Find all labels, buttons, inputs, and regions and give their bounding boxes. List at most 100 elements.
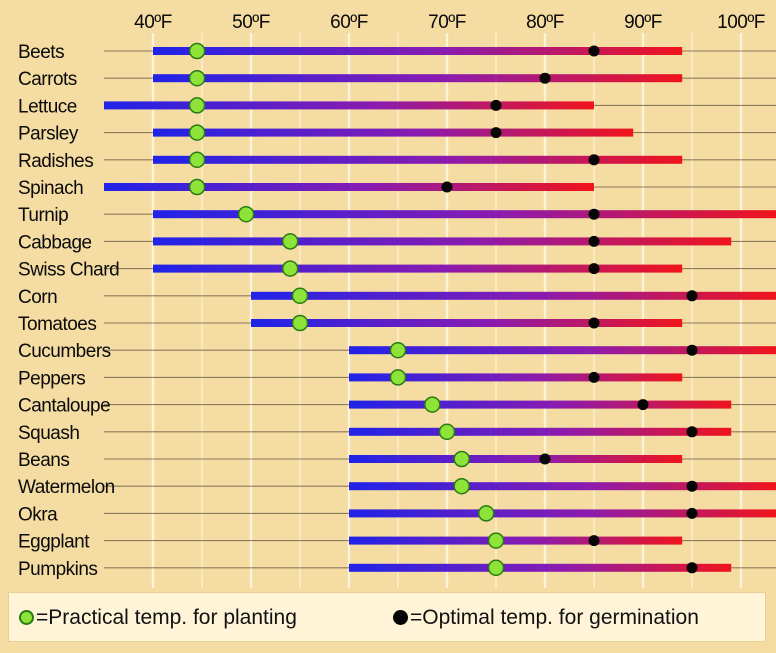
crop-row: Cantaloupe — [18, 396, 776, 417]
temperature-range-bar — [349, 373, 683, 382]
temperature-range-bar — [349, 400, 732, 409]
crop-row: Parsley — [18, 124, 776, 145]
practical-planting-marker — [237, 205, 255, 223]
temperature-range-bar — [349, 563, 732, 572]
practical-planting-marker — [477, 505, 495, 522]
practical-planting-marker — [453, 450, 470, 468]
crop-label: Squash — [18, 423, 79, 444]
x-tick-label: 50ºF — [232, 12, 270, 33]
practical-planting-marker — [438, 423, 456, 441]
practical-planting-marker — [291, 287, 309, 305]
optimal-germination-marker — [588, 371, 600, 383]
legend-optimal: =Optimal temp. for germination — [393, 606, 699, 630]
crop-label: Tomatoes — [18, 314, 96, 335]
x-tick-label: 80ºF — [526, 12, 564, 33]
optimal-germination-marker — [637, 399, 649, 411]
optimal-germination-marker — [588, 263, 600, 275]
crop-row: Radishes — [18, 151, 776, 172]
crop-row: Swiss Chard — [18, 260, 776, 281]
optimal-marker-icon — [393, 610, 408, 625]
crop-label: Turnip — [18, 205, 68, 226]
crop-label: Watermelon — [18, 477, 115, 498]
practical-planting-marker — [188, 97, 206, 114]
temperature-range-bar — [153, 74, 683, 83]
crop-label: Okra — [18, 504, 58, 525]
temperature-range-bar — [104, 183, 594, 191]
practical-planting-marker — [188, 69, 206, 87]
crop-row: Okra — [18, 504, 776, 525]
temperature-range-bar — [153, 264, 683, 273]
temperature-range-bar — [349, 455, 683, 463]
crop-row: Beans — [18, 450, 776, 471]
crop-label: Parsley — [18, 124, 79, 145]
practical-planting-marker — [188, 178, 206, 196]
crop-row: Carrots — [18, 69, 776, 90]
legend-practical: =Practical temp. for planting — [19, 606, 297, 630]
x-tick-label: 60ºF — [330, 12, 368, 33]
optimal-germination-marker — [539, 453, 551, 465]
crop-row: Tomatoes — [18, 314, 776, 335]
practical-planting-marker — [424, 396, 441, 413]
practical-planting-marker — [188, 42, 206, 60]
crop-row: Cabbage — [18, 232, 776, 253]
crop-row: Squash — [18, 423, 776, 444]
legend-optimal-label: =Optimal temp. for germination — [410, 606, 699, 629]
temperature-range-bar — [349, 346, 776, 355]
practical-planting-marker — [389, 369, 407, 386]
optimal-germination-marker — [490, 99, 502, 111]
crop-label: Spinach — [18, 178, 83, 199]
practical-marker-icon — [19, 610, 34, 625]
optimal-germination-marker — [686, 344, 698, 356]
optimal-germination-marker — [490, 127, 502, 139]
optimal-germination-marker — [686, 426, 698, 438]
crop-label: Eggplant — [18, 532, 90, 553]
temperature-range-bar — [153, 155, 683, 164]
legend-practical-label: =Practical temp. for planting — [36, 606, 297, 629]
optimal-germination-marker — [588, 45, 600, 57]
practical-planting-marker — [291, 314, 309, 332]
optimal-germination-marker — [588, 535, 600, 547]
crop-label: Corn — [18, 287, 57, 308]
temperature-range-bar — [251, 291, 776, 300]
practical-planting-marker — [389, 341, 407, 359]
crop-label: Radishes — [18, 151, 93, 172]
crop-row: Lettuce — [18, 96, 776, 117]
practical-planting-marker — [188, 124, 206, 141]
practical-planting-marker — [487, 559, 505, 577]
temperature-range-bar — [153, 237, 732, 246]
crop-label: Cucumbers — [18, 341, 111, 362]
crop-label: Peppers — [18, 368, 85, 389]
temperature-range-bar — [349, 482, 776, 491]
crop-rows: Beets Carrots Lettuce Parsley Radishes Spinac… — [18, 42, 776, 580]
temperature-range-bar — [153, 210, 776, 219]
crop-label: Lettuce — [18, 96, 77, 117]
practical-planting-marker — [487, 532, 505, 549]
crop-label: Swiss Chard — [18, 260, 119, 281]
temperature-range-bar — [251, 319, 683, 327]
x-tick-label: 100ºF — [717, 12, 765, 33]
crop-row: Turnip — [18, 205, 776, 226]
crop-row: Corn — [18, 287, 776, 308]
crop-label: Cabbage — [18, 232, 92, 253]
practical-planting-marker — [453, 477, 470, 495]
x-tick-label: 40ºF — [134, 12, 172, 33]
crop-row: Beets — [18, 42, 776, 63]
optimal-germination-marker — [588, 154, 600, 166]
practical-planting-marker — [188, 151, 206, 169]
crop-row: Watermelon — [18, 477, 776, 498]
optimal-germination-marker — [441, 181, 453, 193]
optimal-germination-marker — [539, 72, 551, 84]
temperature-range-bar — [153, 128, 634, 137]
temperature-range-bar — [349, 509, 776, 518]
temperature-range-bar — [153, 47, 683, 55]
gridlines — [151, 33, 743, 588]
practical-planting-marker — [281, 233, 299, 250]
crop-row: Cucumbers — [18, 341, 776, 362]
optimal-germination-marker — [588, 208, 600, 220]
x-tick-label: 90ºF — [624, 12, 662, 33]
optimal-germination-marker — [588, 317, 600, 329]
optimal-germination-marker — [588, 235, 600, 247]
practical-planting-marker — [281, 260, 299, 277]
crop-label: Beets — [18, 42, 64, 63]
